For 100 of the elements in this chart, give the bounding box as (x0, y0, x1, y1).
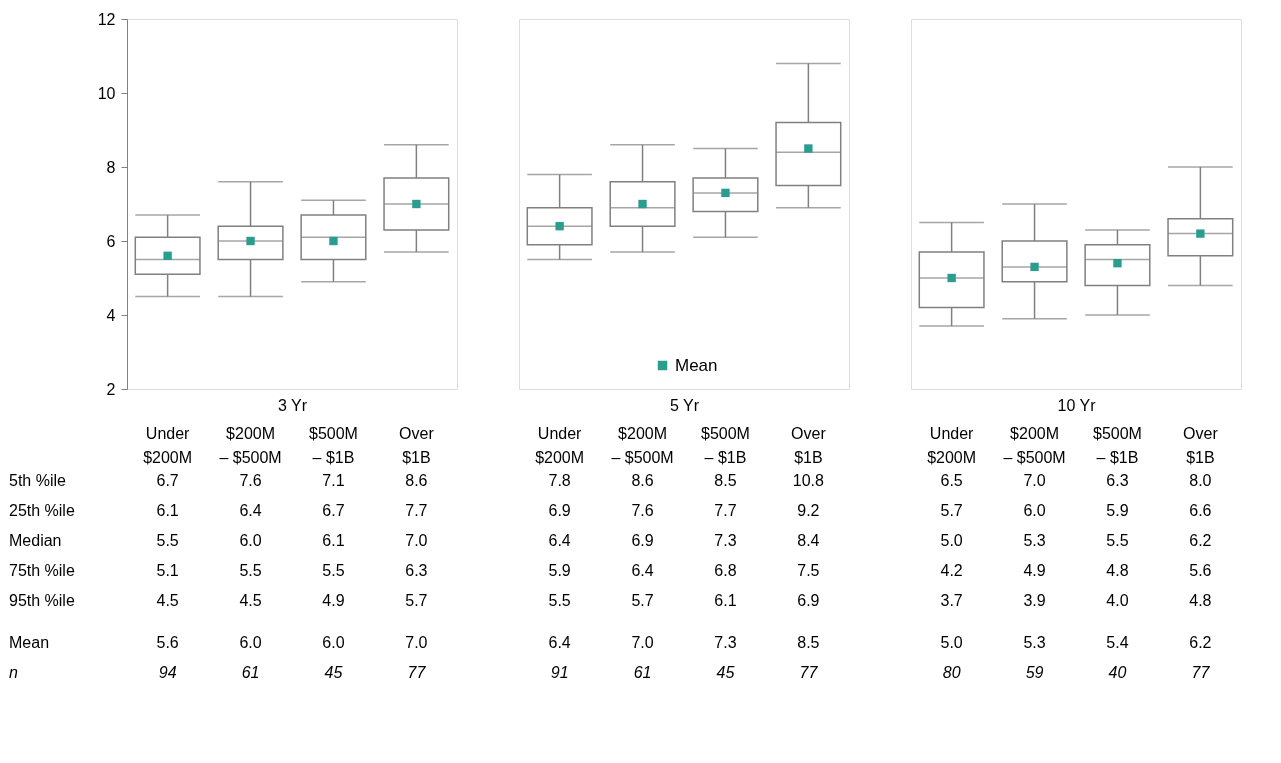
text: 5.4 (1106, 634, 1129, 651)
text: Mean (9, 634, 50, 651)
point (555, 222, 564, 231)
text: Median (9, 532, 62, 549)
text: 5.7 (940, 502, 963, 519)
text: 59 (1025, 664, 1044, 681)
x-tick-label: $200M – $500M (1003, 424, 1066, 466)
x-tick-label: Under $200M (143, 424, 193, 466)
text: 7.0 (405, 532, 428, 549)
text: 10.8 (792, 472, 825, 489)
text: 5.5 (156, 532, 179, 549)
text: 6.9 (548, 502, 571, 519)
text: 5.7 (631, 592, 654, 609)
text: 6.4 (239, 502, 262, 519)
text: 7.3 (714, 532, 737, 549)
text: 6.1 (156, 502, 179, 519)
text: 4.9 (322, 592, 345, 609)
text: 77 (1191, 664, 1211, 681)
text: 25th %ile (9, 502, 75, 519)
text: 6.3 (1106, 472, 1129, 489)
text: 6.0 (239, 634, 262, 651)
text: 5.3 (1023, 532, 1046, 549)
text: 6.1 (322, 532, 345, 549)
text: 5.5 (548, 592, 571, 609)
text: 40 (1108, 664, 1127, 681)
text: 4.2 (940, 562, 963, 579)
x-tick-label: $200M – $500M (611, 424, 674, 466)
text: 5.5 (239, 562, 262, 579)
text: 7.1 (322, 472, 345, 489)
text: 5th %ile (9, 472, 67, 489)
x-tick-label: $500M – $1B (1093, 424, 1142, 466)
text: 5.0 (940, 532, 963, 549)
text: 6.2 (1189, 532, 1212, 549)
point (412, 199, 421, 209)
text: 6.9 (631, 532, 654, 549)
text: 5.9 (1106, 502, 1129, 519)
text: 9.2 (797, 502, 820, 519)
text: 7.3 (714, 634, 737, 651)
legend-label: Mean (675, 355, 718, 375)
text: 4.8 (1189, 592, 1212, 609)
text: 3.7 (940, 592, 963, 609)
text: 45 (716, 664, 735, 681)
text: 6.0 (322, 634, 345, 651)
text: n (9, 664, 18, 681)
text: 6.3 (405, 562, 428, 579)
point (163, 251, 172, 260)
text: 5.1 (156, 562, 179, 579)
text: 7.0 (405, 634, 428, 651)
text: 5 Yr (669, 396, 700, 414)
text: 7.7 (405, 502, 428, 519)
text: 5.6 (1189, 562, 1212, 579)
text: 8.5 (797, 634, 820, 651)
text: 6.9 (797, 592, 820, 609)
text: 7.7 (714, 502, 737, 519)
y-tick-label: 12 (97, 10, 116, 28)
text: 8.6 (405, 472, 428, 489)
text: 6.4 (631, 562, 654, 579)
point (246, 236, 255, 246)
text: 75th %ile (9, 562, 75, 579)
text: 6.0 (239, 532, 262, 549)
text: 6.6 (1189, 502, 1212, 519)
text: 5.9 (548, 562, 571, 579)
point (804, 144, 813, 153)
text: 7.6 (631, 502, 654, 519)
text: 77 (407, 664, 427, 681)
text: 7.0 (631, 634, 654, 651)
point (1030, 262, 1039, 272)
text: 6.4 (548, 634, 571, 651)
text: 6.5 (940, 472, 963, 489)
x-tick-label: Under $200M (927, 424, 977, 466)
text: 5.5 (322, 562, 345, 579)
text: 10 Yr (1057, 396, 1097, 414)
x-tick-label: $200M – $500M (219, 424, 282, 466)
text: 7.8 (548, 472, 571, 489)
x-tick-label: $500M – $1B (309, 424, 358, 466)
text: 4.5 (156, 592, 179, 609)
text: 91 (550, 664, 569, 681)
y-tick-label: 6 (106, 232, 116, 250)
text: 8.4 (797, 532, 820, 549)
text: 8.0 (1189, 472, 1212, 489)
text: 4.8 (1106, 562, 1129, 579)
text: 95th %ile (9, 592, 75, 609)
text: 3.9 (1023, 592, 1046, 609)
x-tick-label: Over $1B (791, 424, 827, 466)
text: 5.5 (1106, 532, 1129, 549)
text: 5.3 (1023, 634, 1046, 651)
text: 61 (633, 664, 652, 681)
point (721, 188, 730, 198)
text: 45 (324, 664, 343, 681)
text: 5.6 (156, 634, 179, 651)
text: 4.9 (1023, 562, 1046, 579)
text: 6.7 (322, 502, 345, 519)
x-tick-label: Under $200M (535, 424, 585, 466)
y-tick-label: 10 (97, 84, 116, 102)
text: 8.5 (714, 472, 737, 489)
x-tick-label: $500M – $1B (701, 424, 750, 466)
text: 94 (158, 664, 177, 681)
text: 6.1 (714, 592, 737, 609)
text: 61 (241, 664, 260, 681)
text: 6.7 (156, 472, 179, 489)
